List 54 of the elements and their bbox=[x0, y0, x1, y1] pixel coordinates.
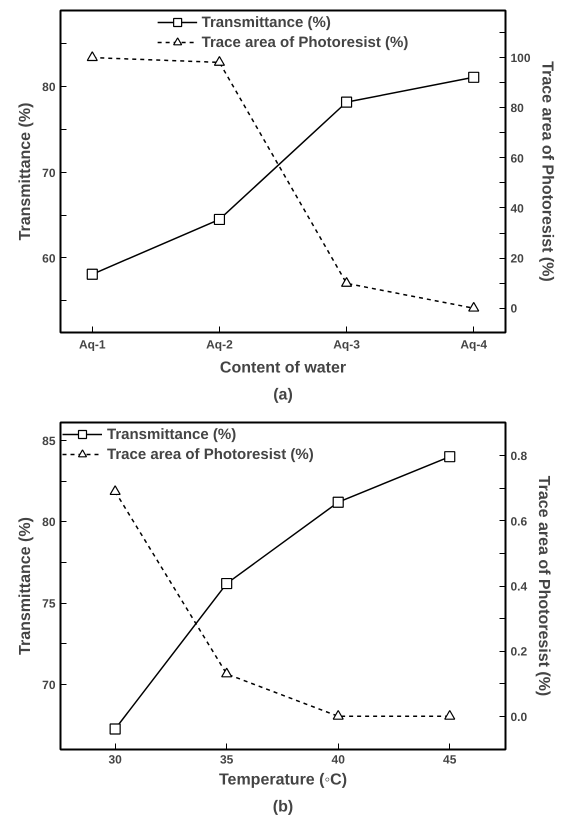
point bbox=[444, 710, 456, 720]
point bbox=[214, 56, 226, 66]
x-tick-label: 45 bbox=[443, 752, 457, 766]
point bbox=[468, 72, 480, 83]
legend-label: Transmittance (%) bbox=[107, 426, 236, 442]
x-axis-title: Content of water bbox=[220, 360, 346, 376]
y2-tick-label: 0 bbox=[510, 302, 518, 316]
point bbox=[332, 710, 344, 720]
x-axis-title: Temperature (◦C) bbox=[218, 772, 348, 788]
x-tick-label: Aq-4 bbox=[460, 338, 488, 352]
x-tick-label: 40 bbox=[332, 752, 346, 766]
y-tick-label: 80 bbox=[42, 80, 56, 94]
point bbox=[444, 451, 456, 462]
y2-tick-label: 80 bbox=[510, 101, 524, 116]
point bbox=[221, 578, 232, 590]
y-tick-label: 60 bbox=[42, 251, 56, 266]
y-axis-title: Transmittance (%) bbox=[17, 102, 34, 240]
y2-tick-label: 0.4 bbox=[510, 580, 528, 594]
x-tick-label: 35 bbox=[220, 752, 234, 766]
y2-tick-label: 0.0 bbox=[510, 710, 528, 724]
point bbox=[110, 723, 121, 735]
y2-tick-label: 60 bbox=[510, 151, 524, 166]
y2-tick-label: 0.8 bbox=[510, 449, 528, 464]
y2-axis-title: Trace area of Photoresist (%) bbox=[538, 61, 556, 282]
y2-tick-label: 0.2 bbox=[510, 644, 528, 659]
point bbox=[468, 302, 480, 312]
point bbox=[340, 96, 352, 108]
legend-label: Trace area of Photoresist (%) bbox=[202, 34, 408, 50]
y-tick-label: 85 bbox=[42, 434, 56, 448]
point bbox=[340, 277, 352, 287]
x-tick-label: Aq-3 bbox=[333, 338, 360, 352]
text: (a) bbox=[273, 386, 293, 404]
y2-tick-label: 40 bbox=[510, 201, 524, 216]
x-tick-label: Aq-2 bbox=[206, 338, 234, 352]
point bbox=[110, 485, 121, 496]
legend-label: Transmittance (%) bbox=[202, 14, 331, 30]
y2-tick-label: 20 bbox=[510, 252, 524, 266]
point bbox=[221, 668, 232, 678]
y2-axis-title: Trace area of Photoresist (%) bbox=[535, 476, 552, 696]
y-tick-label: 80 bbox=[42, 515, 56, 530]
y2-tick-label: 0.6 bbox=[510, 514, 528, 528]
y-tick-label: 75 bbox=[42, 596, 56, 611]
point bbox=[214, 214, 226, 226]
point bbox=[86, 51, 98, 62]
x-tick-label: 30 bbox=[108, 752, 122, 766]
point bbox=[86, 268, 98, 280]
point bbox=[332, 496, 344, 508]
y-tick-label: 70 bbox=[42, 166, 56, 180]
y-tick-label: 70 bbox=[42, 678, 56, 692]
y2-tick-label: 100 bbox=[510, 51, 531, 66]
x-tick-label: Aq-1 bbox=[78, 338, 106, 352]
legend-label: Trace area of Photoresist (%) bbox=[107, 446, 314, 462]
text: (b) bbox=[272, 798, 294, 816]
y-axis-title: Transmittance (%) bbox=[17, 517, 34, 655]
